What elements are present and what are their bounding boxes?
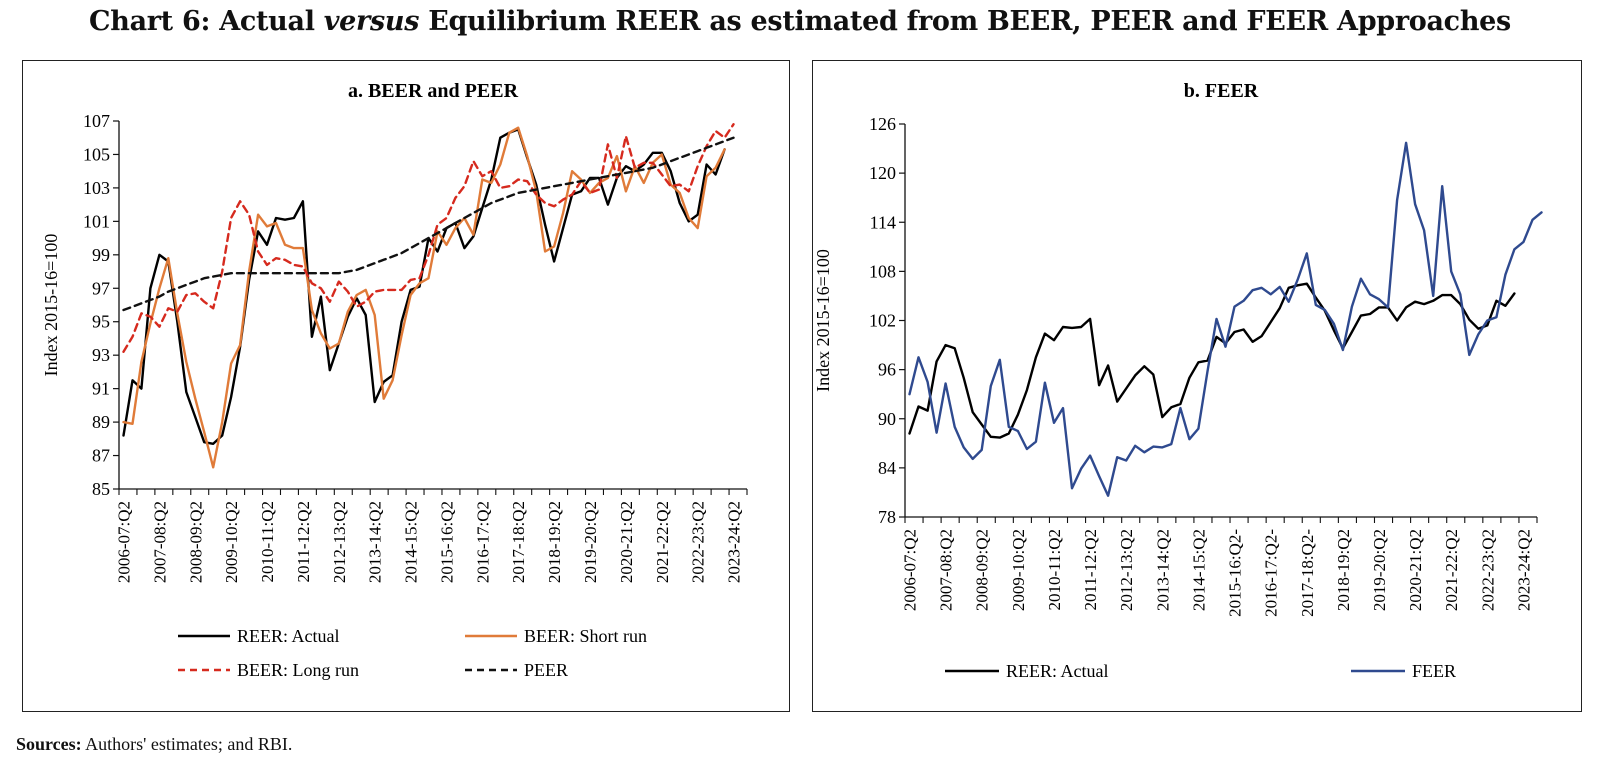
- x-tick-label: 2013-14:Q2: [1153, 529, 1172, 611]
- y-tick-label: 84: [878, 458, 896, 478]
- x-tick-label: 2014-15:Q2: [402, 501, 421, 583]
- x-tick-label: 2017-18:Q2-: [1298, 529, 1317, 617]
- legend-label: BEER: Short run: [524, 626, 647, 646]
- y-tick-label: 103: [83, 178, 110, 198]
- x-tick-label: 2018-19:Q2: [1334, 529, 1353, 611]
- legend-label: REER: Actual: [1006, 661, 1109, 681]
- y-tick-label: 91: [92, 379, 110, 399]
- y-tick-label: 97: [92, 278, 110, 298]
- sources-text: Authors' estimates; and RBI.: [81, 734, 293, 754]
- series-line-1: [122, 128, 726, 445]
- x-tick-label: 2010-11:Q2: [1045, 529, 1064, 611]
- y-tick-label: 126: [869, 114, 896, 134]
- title-italic: versus: [323, 6, 420, 37]
- y-tick-label: 107: [83, 111, 110, 131]
- y-tick-label: 95: [92, 312, 110, 332]
- x-tick-label: 2011-12:Q2: [294, 501, 313, 583]
- x-tick-label: 2021-22:Q2: [1442, 529, 1461, 611]
- y-tick-label: 114: [870, 212, 896, 232]
- title-suffix: Equilibrium REER as estimated from BEER,…: [419, 6, 1511, 37]
- y-axis-label: Index 2015-16=100: [813, 249, 833, 392]
- y-tick-label: 85: [92, 479, 110, 499]
- series-line-2: [122, 126, 726, 469]
- chart-panel-beer-peer: a. BEER and PEER Index 2015-16=100 85 87 89 9…: [22, 60, 790, 712]
- x-tick-label: 2023-24:Q2: [725, 501, 744, 583]
- y-tick-label: 108: [869, 261, 896, 281]
- x-tick-label: 2016-17:Q2: [473, 501, 492, 583]
- x-tick-label: 2013-14:Q2: [366, 501, 385, 583]
- x-tick-label: 2018-19:Q2: [545, 501, 564, 583]
- chart-panel-feer: b. FEER Index 2015-16=100 78 84 90 96 102 108 11…: [812, 60, 1582, 712]
- series-line-4: [122, 136, 735, 312]
- title-prefix: Chart 6: Actual: [89, 6, 324, 37]
- page-title: Chart 6: Actual versus Equilibrium REER …: [0, 6, 1600, 37]
- x-tick-label: 2023-24:Q2: [1514, 529, 1533, 611]
- x-tick-label: 2019-20:Q2: [581, 501, 600, 583]
- y-tick-label: 87: [92, 446, 110, 466]
- x-tick-label: 2006-07:Q2: [114, 501, 133, 583]
- y-tick-label: 78: [878, 507, 896, 527]
- x-tick-label: 2020-21:Q2: [1406, 529, 1425, 611]
- series-line-3: [122, 123, 735, 353]
- x-tick-label: 2006-07:Q2: [901, 529, 920, 611]
- x-tick-label: 2021-22:Q2: [653, 501, 672, 583]
- x-tick-label: 2014-15:Q2: [1189, 529, 1208, 611]
- x-tick-label: 2009-10:Q2: [222, 501, 241, 583]
- y-tick-label: 96: [878, 360, 896, 380]
- x-tick-label: 2022-23:Q2: [689, 501, 708, 583]
- legend-label: BEER: Long run: [237, 660, 359, 680]
- legend-label: REER: Actual: [237, 626, 340, 646]
- x-tick-label: 2007-08:Q2: [150, 501, 169, 583]
- y-tick-label: 105: [83, 144, 110, 164]
- y-tick-label: 101: [83, 211, 110, 231]
- x-tick-label: 2011-12:Q2: [1081, 529, 1100, 611]
- sources-note: Sources: Authors' estimates; and RBI.: [16, 734, 292, 755]
- chart-b-svg: b. FEER Index 2015-16=100 78 84 90 96 102 108 11…: [813, 80, 1543, 681]
- x-tick-label: 2008-09:Q2: [186, 501, 205, 583]
- x-tick-label: 2022-23:Q2: [1478, 529, 1497, 611]
- x-tick-label: 2012-13:Q2: [330, 501, 349, 583]
- sources-label: Sources:: [16, 734, 82, 754]
- x-tick-label: 2017-18:Q2: [509, 501, 528, 583]
- x-tick-label: 2019-20:Q2: [1370, 529, 1389, 611]
- y-tick-label: 93: [92, 345, 110, 365]
- x-tick-label: 2015-16:Q2-: [1226, 529, 1245, 617]
- chart-title: b. FEER: [1184, 80, 1259, 102]
- y-tick-label: 102: [869, 311, 896, 331]
- y-tick-label: 99: [92, 245, 110, 265]
- chart-title: a. BEER and PEER: [348, 80, 519, 102]
- x-tick-label: 2015-16:Q2: [437, 501, 456, 583]
- y-tick-label: 120: [869, 163, 896, 183]
- x-tick-label: 2009-10:Q2: [1009, 529, 1028, 611]
- x-tick-label: 2007-08:Q2: [937, 529, 956, 611]
- series-line-2: [908, 141, 1543, 497]
- x-tick-label: 2016-17:Q2-: [1262, 529, 1281, 617]
- legend-label: FEER: [1412, 661, 1456, 681]
- chart-a-svg: a. BEER and PEER Index 2015-16=100 85 87 89 9…: [41, 80, 748, 680]
- legend-label: PEER: [524, 660, 568, 680]
- x-tick-label: 2010-11:Q2: [258, 501, 277, 583]
- x-tick-label: 2008-09:Q2: [973, 529, 992, 611]
- x-tick-label: 2012-13:Q2: [1117, 529, 1136, 611]
- y-tick-label: 90: [878, 409, 896, 429]
- x-tick-label: 2020-21:Q2: [617, 501, 636, 583]
- y-tick-label: 89: [92, 412, 110, 432]
- y-axis-label: Index 2015-16=100: [41, 234, 61, 377]
